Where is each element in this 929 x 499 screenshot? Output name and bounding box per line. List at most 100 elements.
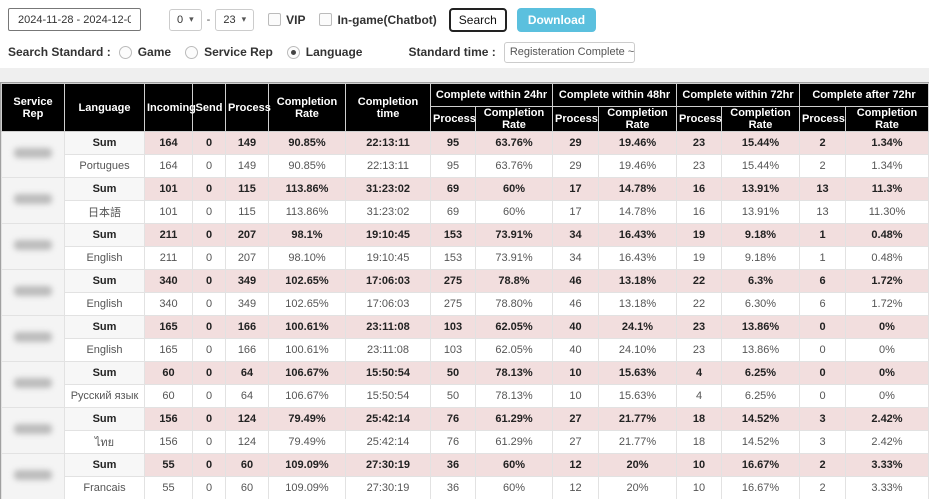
sum-row: Sum 340 0 349 102.65% 17:06:03 275 78.8% 46 13.18… [1,269,929,316]
data-cell: 63.76% [475,131,553,155]
data-cell: 73.91% [475,223,553,247]
data-cell: 79.49% [268,407,346,431]
data-cell: 17:06:03 [345,269,431,293]
data-cell: 22:13:11 [345,131,431,155]
sum-row: Sum 60 0 64 106.67% 15:50:54 50 78.13% 10 15.63% 4… [1,361,929,408]
data-cell: 23 [676,338,722,362]
row-label-sum: Sum [64,131,145,155]
data-cell: 27 [552,407,599,431]
data-cell: 211 [144,246,193,270]
vip-checkbox[interactable] [268,13,282,26]
data-cell: 78.80% [475,292,553,316]
data-cell: 95 [430,131,476,155]
data-cell: 69 [430,200,476,224]
data-cell: 124 [225,430,269,454]
hour-from-select[interactable]: 0 ▾ [169,8,202,31]
data-cell: 19:10:45 [345,246,431,270]
data-cell: 0 [799,315,846,339]
data-cell: 11.30% [845,200,929,224]
language-row: 日本語 101 0 115 113.86% 31:23:02 69 60% 17 14.78% 16… [2,200,929,224]
data-cell: 78.8% [475,269,553,293]
data-cell: 156 [144,407,193,431]
data-cell: 9.18% [721,223,800,247]
row-label-language: English [64,292,145,316]
data-cell: 63.76% [475,154,553,178]
data-cell: 10 [552,384,599,408]
radio-game-label[interactable]: Game [137,45,172,59]
data-cell: 3.33% [845,476,929,499]
subcol-process-24: Process [430,106,476,132]
ingame-checkbox[interactable] [319,13,333,26]
table-body: Sum 164 0 149 90.85% 22:13:11 95 63.76% 29 19.46%… [1,131,929,499]
search-button[interactable]: Search [448,7,507,32]
radio-service-rep[interactable] [185,45,199,59]
data-cell: 13.18% [598,292,677,316]
data-cell: 211 [144,223,193,247]
data-cell: 109.09% [268,453,346,477]
sum-row: Sum 156 0 124 79.49% 25:42:14 76 61.29% 27 21.77%… [1,407,929,454]
row-label-language: English [64,338,145,362]
data-cell: 106.67% [268,384,346,408]
data-cell: 17 [552,200,599,224]
data-cell: 0 [192,292,226,316]
redacted-name-blur [14,148,52,158]
data-cell: 103 [430,338,476,362]
data-cell: 60 [225,476,269,499]
data-cell: 15:50:54 [345,384,431,408]
data-cell: 0 [192,246,226,270]
data-cell: 64 [225,361,269,385]
service-rep-cell-redacted [1,407,65,454]
data-cell: 19.46% [598,154,677,178]
data-cell: 0 [799,338,846,362]
hour-to-value: 23 [223,13,236,26]
data-cell: 153 [430,223,476,247]
data-cell: 19 [676,223,722,247]
data-cell: 23:11:08 [345,338,431,362]
redacted-name-blur [14,240,52,250]
data-cell: 16.43% [598,223,677,247]
radio-language[interactable] [286,45,300,59]
data-cell: 101 [144,177,193,201]
data-cell: 0 [192,361,226,385]
data-cell: 13.86% [721,338,800,362]
row-label-language: English [64,246,145,270]
data-cell: 3.33% [845,453,929,477]
data-cell: 149 [225,154,269,178]
radio-language-label[interactable]: Language [305,45,363,59]
hour-to-select[interactable]: 23 ▾ [215,8,255,31]
data-cell: 0.48% [845,246,929,270]
radio-service-rep-label[interactable]: Service Rep [204,45,273,59]
data-cell: 0 [192,200,226,224]
download-button[interactable]: Download [516,7,597,32]
data-cell: 149 [225,131,269,155]
data-cell: 103 [430,315,476,339]
data-cell: 0 [192,223,226,247]
redacted-name-blur [14,378,52,388]
data-cell: 164 [144,131,193,155]
chevron-down-icon: ▾ [189,14,194,24]
language-row: Русский язык 60 0 64 106.67% 15:50:54 50 78.13%… [2,384,929,408]
data-cell: 98.10% [268,246,346,270]
data-cell: 22:13:11 [345,154,431,178]
sum-row: Sum 211 0 207 98.1% 19:10:45 153 73.91% 34 16.43%… [1,223,929,270]
data-cell: 0% [845,338,929,362]
data-cell: 0% [845,315,929,339]
data-cell: 55 [144,453,193,477]
subcol-rate-after: Completion Rate [845,106,929,132]
data-cell: 14.78% [598,200,677,224]
data-cell: 2.42% [845,407,929,431]
chevron-down-icon: ▾ [241,14,247,24]
subcol-rate-24: Completion Rate [475,106,553,132]
data-cell: 19.46% [598,131,677,155]
data-cell: 9.18% [721,246,800,270]
sum-row: Sum 101 0 115 113.86% 31:23:02 69 60% 17 14.78% 16… [1,177,929,224]
data-cell: 27:30:19 [345,476,431,499]
data-cell: 109.09% [268,476,346,499]
date-range-input[interactable] [8,8,141,31]
data-cell: 60% [475,177,553,201]
standard-time-select[interactable]: Registeration Complete ~ Cer [503,41,635,63]
data-cell: 62.05% [475,338,553,362]
service-rep-cell-redacted [1,223,65,270]
radio-game[interactable] [118,45,132,59]
data-cell: 50 [430,361,476,385]
